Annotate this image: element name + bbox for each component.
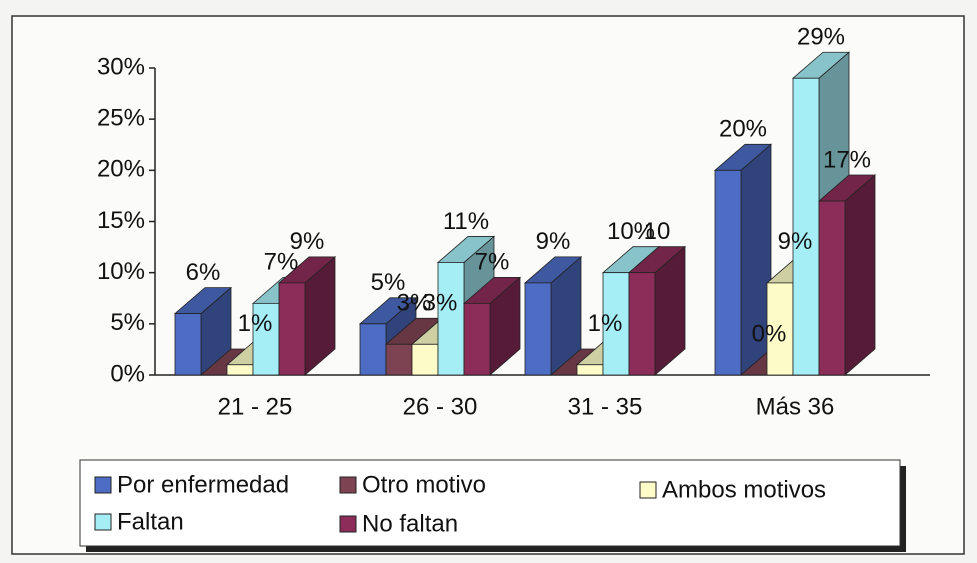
data-label: 11%	[443, 208, 489, 235]
y-tick-label: 30%	[97, 53, 145, 80]
x-tick-label: 26 - 30	[403, 393, 478, 420]
bar	[627, 245, 687, 376]
data-label: 6%	[186, 259, 221, 286]
legend-swatch	[339, 515, 357, 533]
data-label: 1%	[588, 310, 623, 337]
data-label: 10%	[607, 218, 655, 245]
legend-label: Por enfermedad	[117, 471, 289, 498]
data-label: 20%	[719, 116, 767, 143]
x-tick-label: Más 36	[756, 393, 835, 420]
data-label: 3%	[423, 290, 458, 317]
bar	[817, 174, 877, 376]
bar-front	[437, 262, 465, 376]
data-label: 9%	[536, 228, 571, 255]
bar	[462, 276, 522, 376]
y-tick-label: 5%	[110, 309, 145, 336]
bar-front	[385, 343, 413, 376]
y-tick-label: 10%	[97, 258, 145, 285]
bar-front	[524, 282, 552, 376]
x-tick-label: 21 - 25	[218, 393, 293, 420]
data-label: 17%	[823, 146, 871, 173]
bar-front	[766, 282, 794, 376]
data-label: 9%	[778, 228, 813, 255]
bar-front	[463, 302, 491, 376]
x-tick-label: 31 - 35	[568, 393, 643, 420]
data-label: 0%	[752, 320, 787, 347]
bar-front	[714, 169, 742, 376]
bar-front	[792, 77, 820, 376]
legend-label: Faltan	[117, 508, 184, 535]
bar-front	[359, 323, 387, 376]
data-label: 3%	[397, 290, 432, 317]
bar-front	[576, 364, 604, 376]
bar	[173, 286, 233, 376]
data-label: 9%	[290, 228, 325, 255]
bar	[713, 143, 773, 376]
bar-front	[628, 272, 656, 376]
legend-swatch	[639, 481, 657, 499]
data-label: 10	[644, 218, 671, 245]
bar-front	[818, 200, 846, 376]
y-tick-label: 0%	[110, 360, 145, 387]
bar-front	[252, 302, 280, 376]
legend-swatch	[339, 476, 357, 494]
data-label: 5%	[371, 269, 406, 296]
bar-front	[602, 272, 630, 376]
bar	[523, 256, 583, 376]
data-label: 1%	[238, 310, 273, 337]
bar	[277, 256, 337, 376]
legend-label: No faltan	[362, 510, 458, 537]
legend-swatch	[94, 476, 112, 494]
bar-side	[844, 174, 876, 376]
bar-front	[226, 364, 254, 376]
y-tick-label: 25%	[97, 105, 145, 132]
legend-box	[79, 459, 901, 547]
y-tick-label: 20%	[97, 156, 145, 183]
bar-front	[278, 282, 306, 376]
data-label: 7%	[264, 249, 299, 276]
legend-swatch	[94, 513, 112, 531]
legend-label: Otro motivo	[362, 471, 486, 498]
data-label: 7%	[475, 249, 510, 276]
data-label: 29%	[797, 24, 845, 51]
bar-front	[411, 343, 439, 376]
legend-label: Ambos motivos	[662, 476, 826, 503]
y-tick-label: 15%	[97, 207, 145, 234]
bar-front	[174, 313, 202, 376]
